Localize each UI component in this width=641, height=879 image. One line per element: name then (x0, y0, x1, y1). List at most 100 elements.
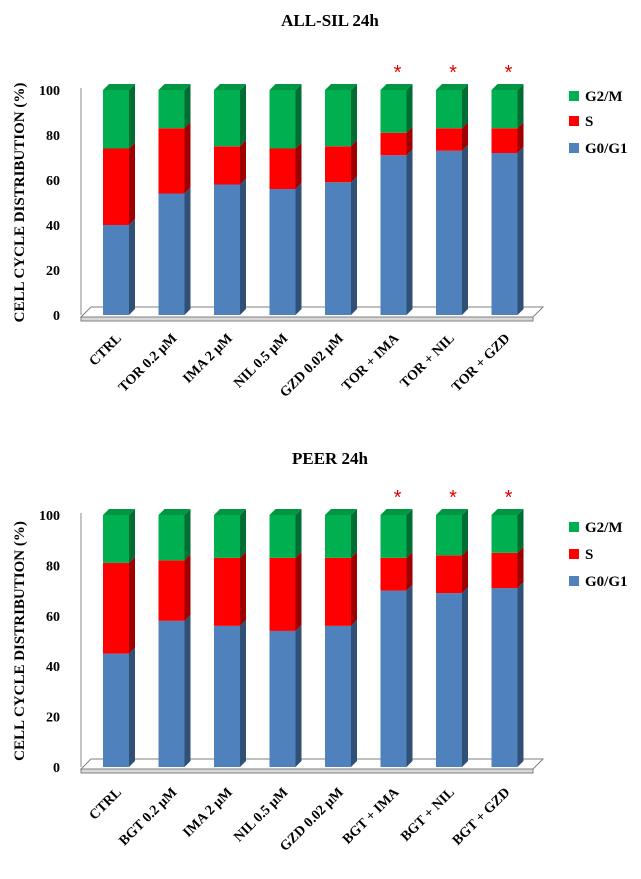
x-tick-label: NIL 0.5 µM (231, 331, 291, 391)
significance-star: * (505, 62, 513, 84)
bar-segment-g0g1 (491, 153, 518, 315)
bar-segment-g0g1 (214, 625, 240, 767)
y-tick-label: 80 (46, 129, 60, 144)
chart-floor-edge (80, 316, 534, 322)
x-tick-label: BGT + GZD (450, 785, 513, 848)
chart-title: PEER 24h (292, 449, 369, 468)
bar-stack (269, 509, 302, 767)
bar-segment-side (406, 149, 413, 315)
legend-swatch (569, 143, 579, 153)
bar-segment-side (351, 509, 357, 558)
bar-segment-side (351, 551, 357, 626)
bar-stack (380, 84, 413, 315)
x-tick-label: BGT + NIL (398, 785, 458, 845)
bar-segment-g2m (214, 515, 240, 558)
legend-label: G2/M (585, 520, 623, 536)
y-tick-label: 100 (39, 509, 60, 524)
bar-segment-side (240, 178, 246, 315)
legend-swatch (569, 116, 579, 126)
x-tick-label: IMA 2 µM (180, 331, 235, 386)
bar-segment-s (158, 128, 185, 194)
bar-segment-g2m (380, 90, 407, 133)
chart-2: PEER 24h CELL CYCLE DISTRIBUTION (%) 0 20 40… (12, 449, 628, 855)
bar-stack (325, 509, 357, 767)
bar-segment-g0g1 (103, 653, 129, 767)
bar-segment-g2m (436, 90, 462, 129)
bar-segment-side (184, 554, 191, 621)
bar-segment-side (295, 509, 302, 558)
bar-segment-s (269, 148, 296, 189)
significance-star: * (505, 487, 513, 509)
bar-segment-g0g1 (214, 184, 240, 315)
legend-label: G0/G1 (585, 141, 628, 157)
bar-segment-side (184, 84, 191, 129)
y-axis-label: CELL CYCLE DISTRIBUTION (%) (12, 83, 28, 323)
legend: G2/M S G0/G1 (569, 520, 628, 590)
bar-segment-side (351, 176, 357, 315)
bar-segment-g2m (491, 90, 518, 129)
bar-segment-side (129, 556, 135, 654)
bar-segment-side (406, 84, 413, 133)
bar-segment-g0g1 (325, 182, 351, 315)
bar-segment-g2m (380, 515, 407, 558)
bar-segment-s (325, 557, 351, 626)
bar-segment-side (462, 84, 468, 129)
bar-segment-g2m (436, 515, 462, 556)
bar-top (269, 84, 302, 90)
bar-stack (269, 84, 302, 315)
bar-segment-s (436, 128, 462, 151)
y-tick-label: 20 (46, 264, 60, 279)
chart-title: ALL-SIL 24h (281, 11, 379, 30)
bar-segment-side (240, 140, 246, 185)
bar-top (158, 84, 191, 90)
x-tick-label: IMA 2 µM (180, 785, 235, 840)
x-tick-label: BGT + IMA (340, 785, 403, 848)
chart-1: ALL-SIL 24h CELL CYCLE DISTRIBUTION (%) 0 2… (12, 11, 628, 401)
y-tick-label: 60 (46, 174, 60, 189)
x-tick-label: TOR 0.2 µM (116, 331, 180, 395)
legend-swatch (569, 91, 579, 101)
bar-segment-g0g1 (380, 155, 407, 315)
y-tick-label: 0 (53, 309, 60, 324)
x-tick-label: TOR + GZD (449, 331, 513, 395)
bar-segment-g0g1 (269, 189, 296, 315)
bar-segment-g2m (103, 90, 129, 149)
bar-segment-g0g1 (158, 620, 185, 767)
bar-segment-side (406, 584, 413, 767)
bar-top (103, 84, 135, 90)
bar-segment-side (295, 624, 302, 767)
legend: G2/M S G0/G1 (569, 89, 628, 157)
bar-segment-side (351, 140, 357, 183)
bar-segment-s (491, 128, 518, 153)
bar-segment-side (240, 509, 246, 558)
bar-top (491, 84, 524, 90)
bar-segment-side (295, 551, 302, 631)
bar-segment-side (129, 142, 135, 225)
y-tick-label: 20 (46, 711, 60, 726)
bar-top (436, 509, 468, 515)
legend-label: G2/M (585, 89, 623, 105)
bar-segment-side (184, 122, 191, 194)
bar-segment-side (184, 509, 191, 561)
bar-segment-side (295, 84, 302, 149)
bar-top (214, 84, 246, 90)
bar-stack (491, 509, 524, 767)
bar-segment-side (240, 619, 246, 767)
bar-segment-side (462, 509, 468, 556)
bar-segment-side (240, 84, 246, 147)
significance-star: * (394, 487, 402, 509)
bar-top (436, 84, 468, 90)
bar-segment-side (295, 142, 302, 189)
bar-segment-side (351, 619, 357, 767)
bar-segment-g0g1 (491, 588, 518, 767)
bar-segment-g0g1 (325, 625, 351, 767)
bar-segment-s (380, 132, 407, 156)
bar-top (103, 509, 135, 515)
bar-segment-g2m (491, 515, 518, 553)
bar-segment-side (517, 122, 524, 153)
bar-segment-side (129, 509, 135, 563)
bar-segment-s (325, 146, 351, 183)
bar-segment-side (462, 549, 468, 594)
significance-star: * (394, 62, 402, 84)
bar-segment-side (184, 187, 191, 315)
